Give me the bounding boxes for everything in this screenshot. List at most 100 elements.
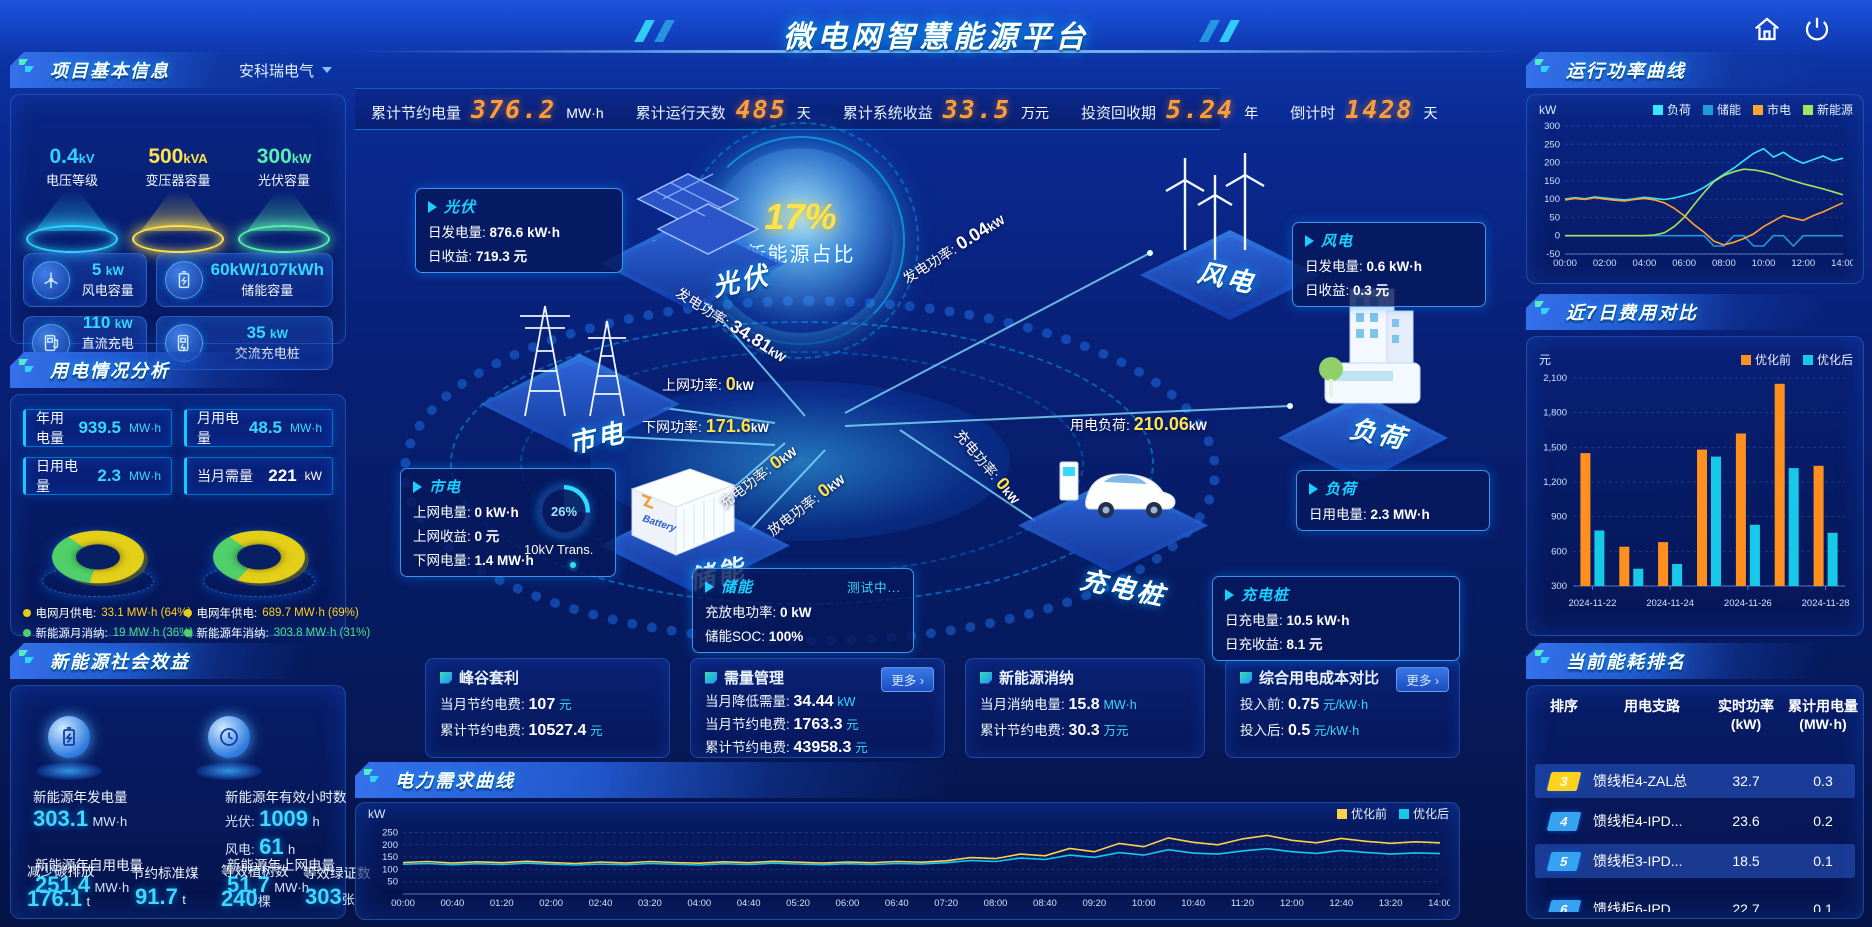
kpi-label: 累计运行天数 (635, 104, 726, 122)
legend-item: 新能源年消纳: 303.8 MW·h (31%) (183, 625, 370, 641)
table-row[interactable]: 3 馈线柜4-ZAL总 32.7 0.3 (1535, 764, 1855, 798)
svg-text:10:40: 10:40 (1181, 898, 1205, 909)
svg-text:1,200: 1,200 (1543, 477, 1567, 488)
capacity-unit: kW (105, 264, 124, 278)
rank-badge: 6 (1546, 899, 1582, 912)
kpi-unit: MW·h (566, 104, 604, 121)
stat-year-usage: 年用电量 939.5 MW·h (23, 409, 172, 447)
more-button[interactable]: 更多 › (1396, 667, 1449, 692)
chevron-down-icon (322, 67, 332, 73)
spotlight-label: 光伏容量 (257, 173, 310, 188)
kpi-unit: 天 (1423, 104, 1438, 121)
arrow-icon (705, 580, 714, 593)
legend-item: 负荷 (1652, 101, 1691, 118)
table-row[interactable]: 6 馈线柜6-IPD 22.7 0.1 (1535, 892, 1855, 912)
svg-text:00:40: 00:40 (440, 898, 464, 909)
benefit-label: 等效植树数 (221, 864, 289, 879)
kpi-value: 485 (735, 94, 787, 124)
table-row[interactable]: 5 馈线柜3-IPD... 18.5 0.1 (1535, 844, 1855, 878)
svg-text:50: 50 (1549, 212, 1560, 223)
power-icon[interactable] (1802, 14, 1832, 44)
svg-text:14:00: 14:00 (1831, 258, 1853, 269)
realtime-power: 22.7 (1732, 901, 1760, 912)
spotlight-value: 0.4 (49, 145, 79, 168)
panel-title: 新能源社会效益 (50, 652, 190, 672)
panel-corner-icon (1535, 301, 1550, 314)
legend-value: 33.1 MW·h (64%) (101, 607, 192, 619)
flow-to-grid: 上网功率: 0kW (662, 374, 754, 394)
svg-text:2024-11-24: 2024-11-24 (1646, 598, 1694, 609)
svg-text:300: 300 (1544, 121, 1560, 132)
legend-item: 优化后 (1802, 351, 1853, 368)
svg-text:250: 250 (382, 827, 398, 838)
legend-item: 优化前 (1336, 805, 1387, 822)
svg-text:04:40: 04:40 (737, 898, 761, 909)
svg-text:2024-11-28: 2024-11-28 (1802, 598, 1850, 609)
capacity-unit: kW (269, 327, 288, 341)
spotlight-voltage: 0.4kV 电压等级 (22, 145, 122, 253)
storage-status: 测试中... (847, 581, 901, 595)
svg-text:12:40: 12:40 (1329, 898, 1353, 909)
legend-swatch-icon (1752, 104, 1763, 115)
legend-swatch-icon (1398, 808, 1409, 819)
stat-value: 939.5 (78, 418, 121, 437)
svg-text:150: 150 (382, 852, 398, 863)
svg-text:04:00: 04:00 (687, 898, 711, 909)
panel-demand-curve: 电力需求曲线 kW 优化前 优化后 250 200 150 100 50 00:00 00:4… (355, 762, 1460, 920)
wind-turbine-icon (1165, 153, 1265, 260)
rank-badge: 4 (1546, 811, 1582, 831)
capacity-unit: kW (114, 317, 133, 331)
kpi-payback: 投资回收期 5.24 年 (1065, 95, 1274, 124)
battery-container-icon: Battery (630, 468, 736, 556)
legend-label: 新能源月消纳: (35, 628, 108, 640)
card-demand-management: 需量管理 更多 › 当月降低需量: 34.44 kW 当月节约电费: 1763.… (690, 658, 945, 758)
spotlight-value: 300 (256, 145, 292, 168)
pedestal-glow (36, 762, 102, 780)
kpi-run-days: 累计运行天数 485 天 (620, 95, 827, 124)
stat-month-demand: 当月需量 221 kW (184, 457, 333, 495)
card-cost-compare: 综合用电成本对比 更多 › 投入前: 0.75 元/kW·h 投入后: 0.5 … (1225, 658, 1460, 758)
benefit-label: 减少碳排放 (27, 864, 95, 879)
benefit-label: 节约标准煤 (131, 866, 199, 881)
total-energy: 0.1 (1813, 901, 1833, 912)
company-select[interactable]: 安科瑞电气 (239, 60, 332, 81)
legend-dot-icon (22, 609, 31, 617)
benefit-label: 等效绿证数 (303, 866, 371, 881)
panel-energy-ranking: 当前能耗排名 排序 用电支路 实时功率 (kW) 累计用电量 (MW·h) 3 馈线… (1526, 643, 1864, 919)
legend-value: 303.8 MW·h (31%) (273, 627, 371, 639)
load-info-box: 负荷 日用电量: 2.3 MW·h (1296, 470, 1490, 531)
table-row[interactable]: 4 馈线柜4-IPD... 23.6 0.2 (1535, 804, 1855, 838)
total-energy: 0.3 (1813, 773, 1833, 789)
svg-text:2024-11-26: 2024-11-26 (1724, 598, 1772, 609)
svg-text:01:20: 01:20 (490, 898, 514, 909)
panel-title: 电力需求曲线 (395, 771, 515, 791)
benefit-label: 新能源年有效小时数 (225, 790, 347, 805)
rank-badge: 5 (1546, 851, 1582, 871)
capacity-value: 35 (246, 323, 266, 342)
benefit-value: 风电: 61 h (225, 834, 296, 859)
spotlight-label: 电压等级 (45, 173, 98, 188)
home-icon[interactable] (1752, 14, 1782, 44)
svg-text:02:00: 02:00 (539, 898, 563, 909)
realtime-power: 23.6 (1732, 813, 1760, 829)
card-title: 需量管理 (724, 670, 785, 687)
svg-text:100: 100 (382, 864, 398, 875)
svg-text:02:00: 02:00 (1593, 258, 1617, 269)
total-energy: 0.2 (1813, 813, 1833, 829)
legend-swatch-icon (1740, 354, 1751, 365)
panel-title: 运行功率曲线 (1566, 61, 1686, 81)
pv-info-box: 光伏 日发电量: 876.6 kW·h 日收益: 719.3 元 (415, 188, 623, 273)
svg-text:00:00: 00:00 (1553, 258, 1577, 269)
stat-unit: MW·h (290, 421, 322, 435)
more-button[interactable]: 更多 › (881, 667, 934, 692)
stat-label: 当月需量 (197, 468, 253, 484)
branch-name: 馈线柜3-IPD... (1593, 853, 1683, 869)
benefit-value: 光伏: 1009 h (225, 806, 320, 831)
stat-day-usage: 日用电量 2.3 MW·h (23, 457, 172, 495)
benefit-label: 新能源年自用电量 (35, 858, 143, 873)
top-banner (0, 0, 1872, 58)
branch-name: 馈线柜6-IPD (1593, 901, 1671, 912)
charger-info-box: 充电桩 日充电量: 10.5 kW·h 日充收益: 8.1 元 (1212, 576, 1460, 661)
stat-label: 月用电量 (197, 410, 239, 446)
kpi-revenue: 累计系统收益 33.5 万元 (827, 95, 1065, 124)
